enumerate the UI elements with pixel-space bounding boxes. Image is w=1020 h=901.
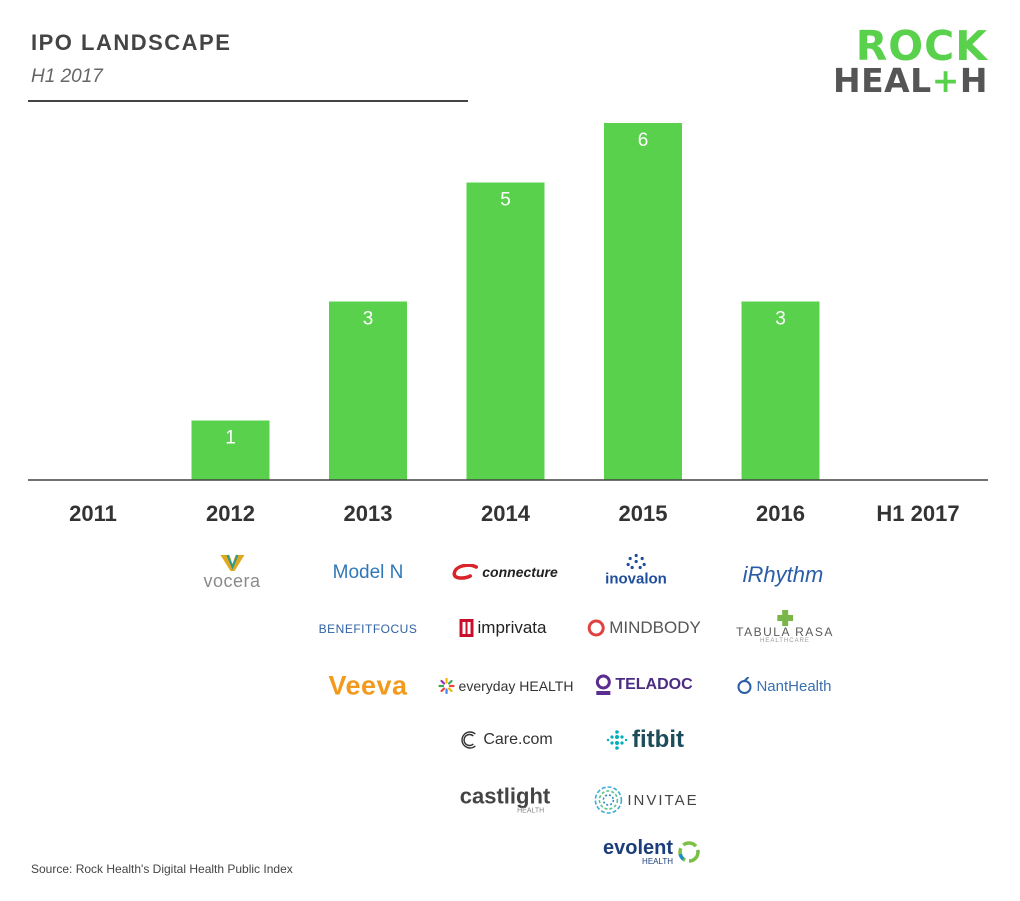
tabula-rasa-wordmark: TABULA RASA [736, 625, 834, 639]
category-label-2016: 2016 [756, 501, 805, 526]
logo-care-com: Care.com [459, 730, 553, 750]
logo-benefitfocus: BENEFITFOCUS [319, 622, 418, 636]
logo-model-n: Model N [333, 562, 404, 584]
evolent-sublabel: HEALTH [642, 857, 674, 866]
category-label-2012: 2012 [206, 501, 255, 526]
brand-line2: HEAL+H [833, 64, 988, 97]
vocera-mark-icon [220, 554, 244, 571]
castlight-sublabel: HEALTH [517, 807, 545, 815]
category-label-2013: 2013 [344, 501, 393, 526]
logo-fitbit: fitbit [606, 726, 684, 754]
connecture-wordmark: connecture [482, 564, 558, 580]
teladoc-wordmark: TELADOC [615, 676, 693, 693]
bar-chart: 2011 1 2012 3 2013 5 2014 6 2015 3 2016 H1 2017 [28, 123, 988, 526]
logo-mindbody: MINDBODY [587, 618, 701, 638]
category-label-2011: 2011 [69, 501, 117, 526]
logo-irhythm: iRhythm [743, 562, 824, 588]
category-label-h1-2017: H1 2017 [876, 501, 959, 526]
teladoc-mark-icon [595, 674, 611, 695]
logo-evolent: evolent HEALTH [603, 838, 701, 866]
mindbody-ring-icon [587, 619, 605, 637]
bar-label-2016: 3 [775, 309, 786, 330]
care-com-mark-icon [461, 731, 476, 749]
brand-line2-end: H [959, 60, 988, 100]
logo-everyday-health: everyday HEALTH [438, 678, 574, 694]
castlight-wordmark: castlight [459, 783, 551, 809]
care-com-wordmark: Care.com [483, 731, 553, 748]
evolent-wordmark: evolent [602, 837, 674, 859]
logo-invitae: INVITAE [593, 785, 698, 815]
logo-imprivata: imprivata [459, 618, 547, 638]
veeva-wordmark: Veeva [328, 670, 408, 701]
chart-subtitle: H1 2017 [31, 66, 103, 87]
bar-2016 [741, 301, 820, 480]
brand-line2-start: HEAL [832, 60, 932, 100]
tabula-rasa-sublabel: HEALTHCARE [760, 638, 810, 644]
vocera-wordmark: vocera [203, 571, 261, 591]
logo-connecture: connecture [452, 564, 558, 580]
connecture-swoosh-icon [452, 564, 479, 580]
fitbit-dots-icon [606, 730, 628, 750]
category-label-2014: 2014 [481, 501, 531, 526]
logo-castlight: castlight HEALTH [459, 783, 551, 815]
logo-teladoc: TELADOC [595, 674, 693, 696]
logo-veeva: Veeva [328, 671, 407, 702]
bar-label-2012: 1 [225, 428, 236, 449]
bar-label-2014: 5 [500, 190, 511, 211]
chart-title: IPO LANDSCAPE [31, 30, 232, 55]
model-n-wordmark: Model N [332, 562, 404, 583]
inovalon-dots-icon [626, 553, 646, 570]
evolent-ring-icon [678, 841, 700, 863]
tabula-rasa-cross-icon [776, 610, 793, 626]
brand-line1: ROCK [855, 22, 988, 70]
invitae-wordmark: INVITAE [627, 791, 699, 809]
bar-2012 [191, 420, 270, 480]
title-divider [28, 100, 468, 102]
logo-vocera: vocera [203, 554, 260, 590]
nanthealth-wordmark: NantHealth [756, 677, 832, 695]
logo-tabula-rasa: TABULA RASA HEALTHCARE [736, 610, 834, 644]
bar-2014 [466, 182, 545, 480]
irhythm-wordmark: iRhythm [742, 562, 824, 587]
brand-plus: + [931, 60, 960, 100]
mindbody-wordmark: MINDBODY [609, 618, 701, 637]
inovalon-wordmark: inovalon [605, 570, 667, 588]
logo-inovalon: inovalon [605, 553, 667, 588]
everyday-burst-icon [438, 678, 455, 694]
imprivata-wordmark: imprivata [477, 618, 547, 637]
fitbit-wordmark: fitbit [632, 726, 684, 753]
bar-label-2015: 6 [638, 130, 649, 151]
imprivata-mark-icon [459, 619, 474, 637]
bar-2015 [604, 123, 682, 480]
invitae-swirl-icon [594, 786, 623, 814]
rock-health-logo: ROCK HEAL+H [833, 22, 988, 97]
source-note: Source: Rock Health's Digital Health Pub… [31, 862, 293, 876]
benefitfocus-wordmark: BENEFITFOCUS [318, 622, 418, 636]
category-label-2015: 2015 [619, 501, 668, 526]
bar-2013 [329, 301, 407, 480]
everyday-health-wordmark: everyday HEALTH [458, 678, 574, 694]
logo-nanthealth: NantHealth [736, 677, 832, 695]
nanthealth-mark-icon [737, 677, 752, 694]
bar-label-2013: 3 [363, 309, 374, 330]
